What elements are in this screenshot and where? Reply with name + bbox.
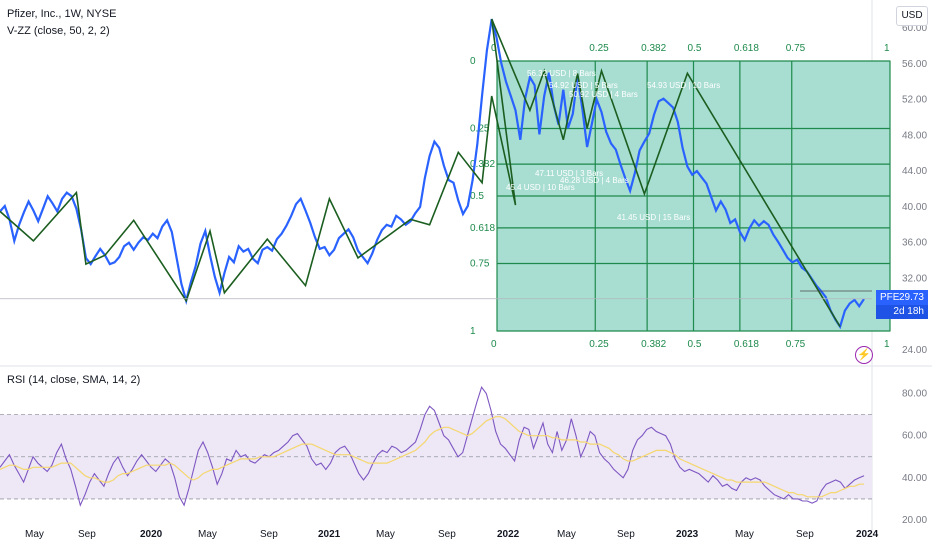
fib-bottom-label: 0.382 — [641, 339, 666, 350]
lightning-icon[interactable]: ⚡ — [855, 346, 873, 364]
rsi-line — [0, 386, 865, 507]
price-series-line — [0, 18, 865, 330]
rsi-axis-tick: 80.00 — [902, 389, 927, 400]
price-tag: PFE 29.73 — [876, 290, 928, 305]
pivot-label: 47.11 USD | 3 Bars — [535, 169, 603, 178]
fib-level-label: 0 — [470, 56, 476, 67]
price-axis-tick: 52.00 — [902, 95, 927, 106]
pivot-label: 54.93 USD | 10 Bars — [647, 81, 720, 90]
chart-title: Pfizer, Inc., 1W, NYSE — [7, 8, 117, 20]
time-axis-tick: Sep — [617, 529, 635, 540]
fib-top-label: 0.25 — [589, 43, 609, 54]
fib-bottom-label: 0.618 — [734, 339, 759, 350]
price-tag-value: 29.73 — [898, 292, 924, 303]
fib-top-label: 0.75 — [786, 43, 806, 54]
price-axis-tick: 24.00 — [902, 345, 927, 356]
rsi-axis-tick: 60.00 — [902, 431, 927, 442]
time-axis-tick: May — [735, 529, 754, 540]
fib-level-label: 1 — [470, 326, 476, 337]
pivot-label: 54.92 USD | 5 Bars — [549, 81, 618, 90]
price-axis-tick: 60.00 — [902, 23, 927, 34]
fib-top-label: 0.382 — [641, 43, 666, 54]
pivot-label: 50.92 USD | 4 Bars — [569, 90, 638, 99]
price-axis-tick: 40.00 — [902, 202, 927, 213]
time-axis-tick: Sep — [78, 529, 96, 540]
time-axis-tick: 2021 — [318, 529, 341, 540]
pivot-label: 56.32 USD | 8 Bars — [527, 69, 596, 78]
bar-countdown: 2d 18h — [876, 305, 928, 319]
price-axis-tick: 44.00 — [902, 166, 927, 177]
pivot-label: 41.45 USD | 15 Bars — [617, 213, 690, 222]
fib-top-label: 0.5 — [688, 43, 702, 54]
rsi-legend[interactable]: RSI (14, close, SMA, 14, 2) — [7, 374, 141, 386]
price-tag-symbol: PFE — [880, 292, 900, 303]
currency-button[interactable]: USD — [896, 6, 928, 26]
fib-level-label: 0.25 — [470, 124, 490, 135]
time-axis-tick: 2024 — [856, 529, 879, 540]
time-axis-tick: May — [25, 529, 44, 540]
pivot-label: 45.4 USD | 10 Bars — [506, 183, 575, 192]
price-axis-tick: 32.00 — [902, 273, 927, 284]
price-axis-tick: 36.00 — [902, 238, 927, 249]
fib-top-label: 0.618 — [734, 43, 759, 54]
fib-level-label: 0.75 — [470, 259, 490, 270]
time-axis-tick: May — [198, 529, 217, 540]
rsi-axis-tick: 20.00 — [902, 515, 927, 526]
pivot-label: 46.28 USD | 4 Bars — [560, 176, 629, 185]
time-axis-tick: 2023 — [676, 529, 699, 540]
time-axis-tick: 2022 — [497, 529, 520, 540]
fib-bottom-label: 1 — [884, 339, 890, 350]
fib-bottom-label: 0.5 — [688, 339, 702, 350]
time-axis-tick: 2020 — [140, 529, 163, 540]
price-axis-tick: 56.00 — [902, 59, 927, 70]
indicator-legend[interactable]: V-ZZ (close, 50, 2, 2) — [7, 25, 110, 37]
fib-level-label: 0.618 — [470, 223, 495, 234]
time-axis-tick: Sep — [796, 529, 814, 540]
fib-bottom-label: 0.75 — [786, 339, 806, 350]
zigzag-line — [0, 18, 841, 328]
fib-level-label: 0.5 — [470, 191, 484, 202]
fib-top-label: 1 — [884, 43, 890, 54]
time-axis-tick: May — [376, 529, 395, 540]
time-axis-tick: Sep — [438, 529, 456, 540]
time-axis-tick: Sep — [260, 529, 278, 540]
price-axis-tick: 48.00 — [902, 130, 927, 141]
fib-bottom-label: 0 — [491, 339, 497, 350]
rsi-axis-tick: 40.00 — [902, 473, 927, 484]
fib-top-label: 0 — [491, 43, 497, 54]
fib-level-label: 0.382 — [470, 159, 495, 170]
fib-bottom-label: 0.25 — [589, 339, 609, 350]
rsi-ma-line — [0, 416, 864, 498]
time-axis-tick: May — [557, 529, 576, 540]
